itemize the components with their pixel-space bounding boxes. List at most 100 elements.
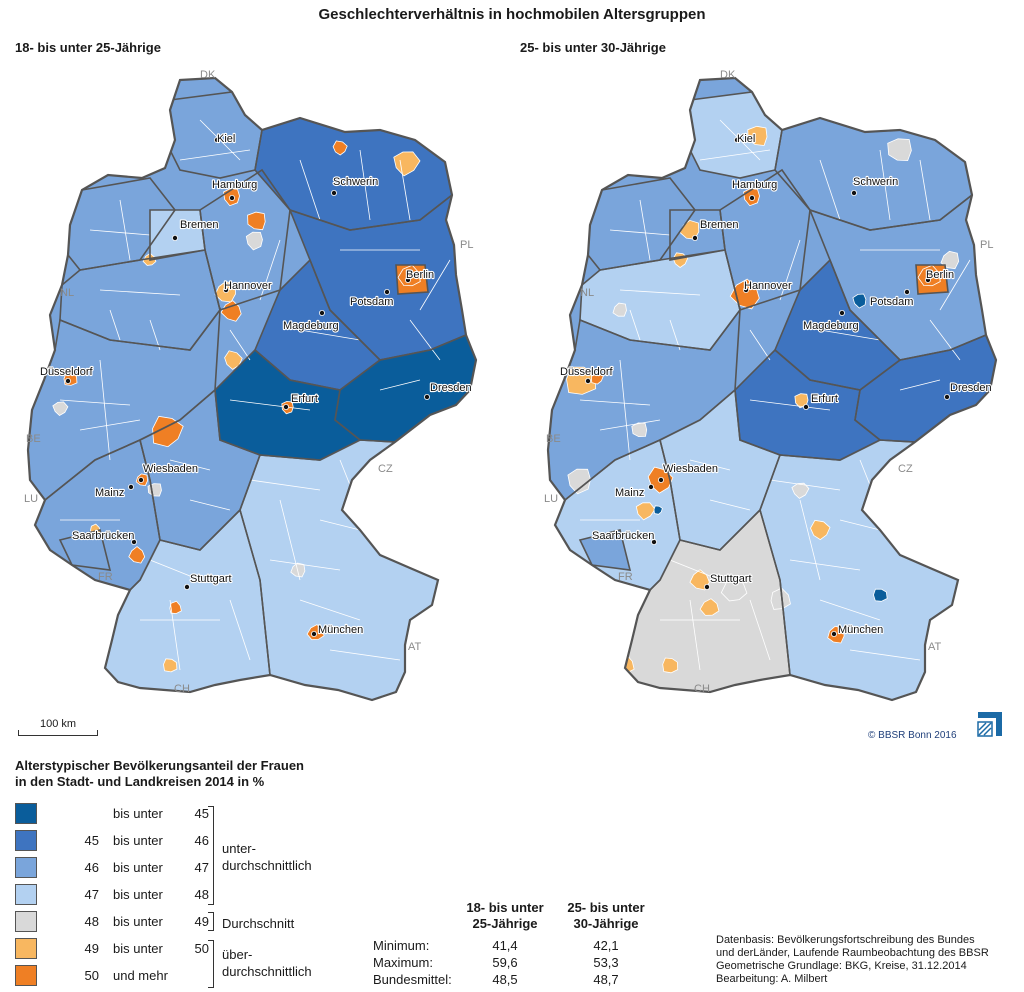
district-boundary	[669, 559, 721, 581]
legend-mid: bis unter	[113, 941, 163, 956]
legend-title: Alterstypischer Bevölkerungsanteil der F…	[15, 758, 304, 790]
city-marker	[748, 194, 755, 201]
district-boundary	[819, 159, 841, 221]
country-label: AT	[408, 641, 422, 653]
scale-bar: 100 km	[18, 718, 98, 736]
city-label: Hannover	[224, 280, 272, 292]
country-label: NL	[60, 287, 74, 299]
group-average: Durchschnitt	[222, 916, 295, 931]
district-patch	[397, 264, 421, 287]
country-label: CZ	[378, 463, 393, 475]
legend-swatch	[15, 965, 37, 986]
region-schleswig	[164, 91, 263, 179]
district-patch	[917, 264, 941, 287]
district-boundary	[229, 399, 311, 411]
stats-header-25-30: 25- bis unter 30-Jährige	[556, 900, 656, 932]
city-label: Magdeburg	[803, 320, 859, 332]
source-line1: Datenbasis: Bevölkerungsfortschreibung d…	[716, 934, 975, 946]
district-patch	[567, 468, 591, 495]
city-marker	[802, 403, 809, 410]
scale-bar-label: 100 km	[40, 718, 77, 730]
city-marker	[903, 288, 910, 295]
city-marker	[657, 476, 664, 483]
city-label: Düsseldorf	[560, 366, 614, 378]
city-marker	[691, 234, 698, 241]
city-label: Erfurt	[811, 393, 838, 405]
country-label: CH	[694, 683, 710, 695]
city-label: Dresden	[950, 382, 992, 394]
city-label: Wiesbaden	[663, 463, 718, 475]
city-marker	[404, 276, 411, 283]
district-boundary	[689, 459, 731, 471]
district-boundary	[619, 359, 631, 461]
district-patch	[247, 211, 266, 231]
district-boundary	[709, 499, 751, 511]
group-above-average-line2: durchschnittlich	[222, 964, 312, 979]
city-marker	[310, 631, 317, 638]
legend-from: 50	[84, 968, 99, 983]
city-label: Mainz	[615, 487, 644, 499]
district-boundary	[929, 319, 961, 361]
source-line2: und derLänder, Laufende Raumbeobachtung …	[716, 947, 989, 959]
country-label: PL	[460, 239, 473, 251]
bracket-below-average	[208, 806, 214, 905]
district-patch	[635, 502, 656, 521]
country-label: DK	[720, 69, 736, 81]
district-patch	[852, 293, 867, 309]
district-boundary	[229, 329, 251, 361]
district-boundary	[229, 599, 251, 661]
legend-to: 49	[194, 914, 209, 929]
bbsr-logo-icon	[972, 706, 1006, 740]
stats-value: 48,5	[492, 972, 518, 987]
city-marker	[282, 403, 289, 410]
city-marker	[943, 393, 950, 400]
group-above-average-line1: über-	[222, 947, 253, 962]
stats-header-18-25: 18- bis unter 25-Jährige	[455, 900, 555, 932]
city-label: Hannover	[744, 280, 792, 292]
city-label: München	[318, 624, 363, 636]
city-label: Potsdam	[870, 296, 913, 308]
city-label: Mainz	[95, 487, 124, 499]
districts-layer	[548, 78, 996, 700]
legend-to: 46	[194, 833, 209, 848]
legend-mid: und mehr	[113, 968, 168, 983]
district-boundary	[249, 479, 321, 491]
district-patch	[887, 138, 912, 162]
city-label: Potsdam	[350, 296, 393, 308]
city-label: Magdeburg	[283, 320, 339, 332]
district-boundary	[849, 649, 921, 661]
legend-swatch	[15, 938, 37, 959]
city-marker	[213, 137, 220, 144]
district-patch	[245, 231, 263, 251]
district-boundary	[719, 119, 761, 161]
city-label: Düsseldorf	[40, 366, 94, 378]
city-label: Berlin	[406, 269, 434, 281]
country-label: FR	[618, 571, 633, 583]
country-label: LU	[544, 493, 558, 505]
stats-label-maximum: Maximum:	[373, 955, 433, 970]
district-patch	[770, 587, 791, 610]
district-boundary	[769, 479, 841, 491]
city-marker	[65, 377, 72, 384]
legend-row: 46 bis unter 47	[15, 857, 215, 878]
city-marker	[924, 276, 931, 283]
legend-row: 48 bis unter 49	[15, 911, 215, 932]
bracket-above-average	[208, 940, 214, 988]
district-boundary	[779, 239, 801, 301]
country-label: CZ	[898, 463, 913, 475]
city-marker	[742, 286, 749, 293]
district-boundary	[169, 599, 181, 671]
state-boundary	[395, 264, 429, 295]
district-boundary	[329, 649, 401, 661]
city-marker	[222, 286, 229, 293]
city-marker	[137, 476, 144, 483]
country-label: BE	[546, 433, 561, 445]
district-patch	[810, 519, 831, 541]
city-marker	[423, 393, 430, 400]
district-boundary	[879, 149, 891, 221]
country-label: CH	[174, 683, 190, 695]
legend-row: 47 bis unter 48	[15, 884, 215, 905]
country-border	[26, 76, 478, 702]
district-boundary	[149, 559, 201, 581]
city-marker	[330, 189, 337, 196]
